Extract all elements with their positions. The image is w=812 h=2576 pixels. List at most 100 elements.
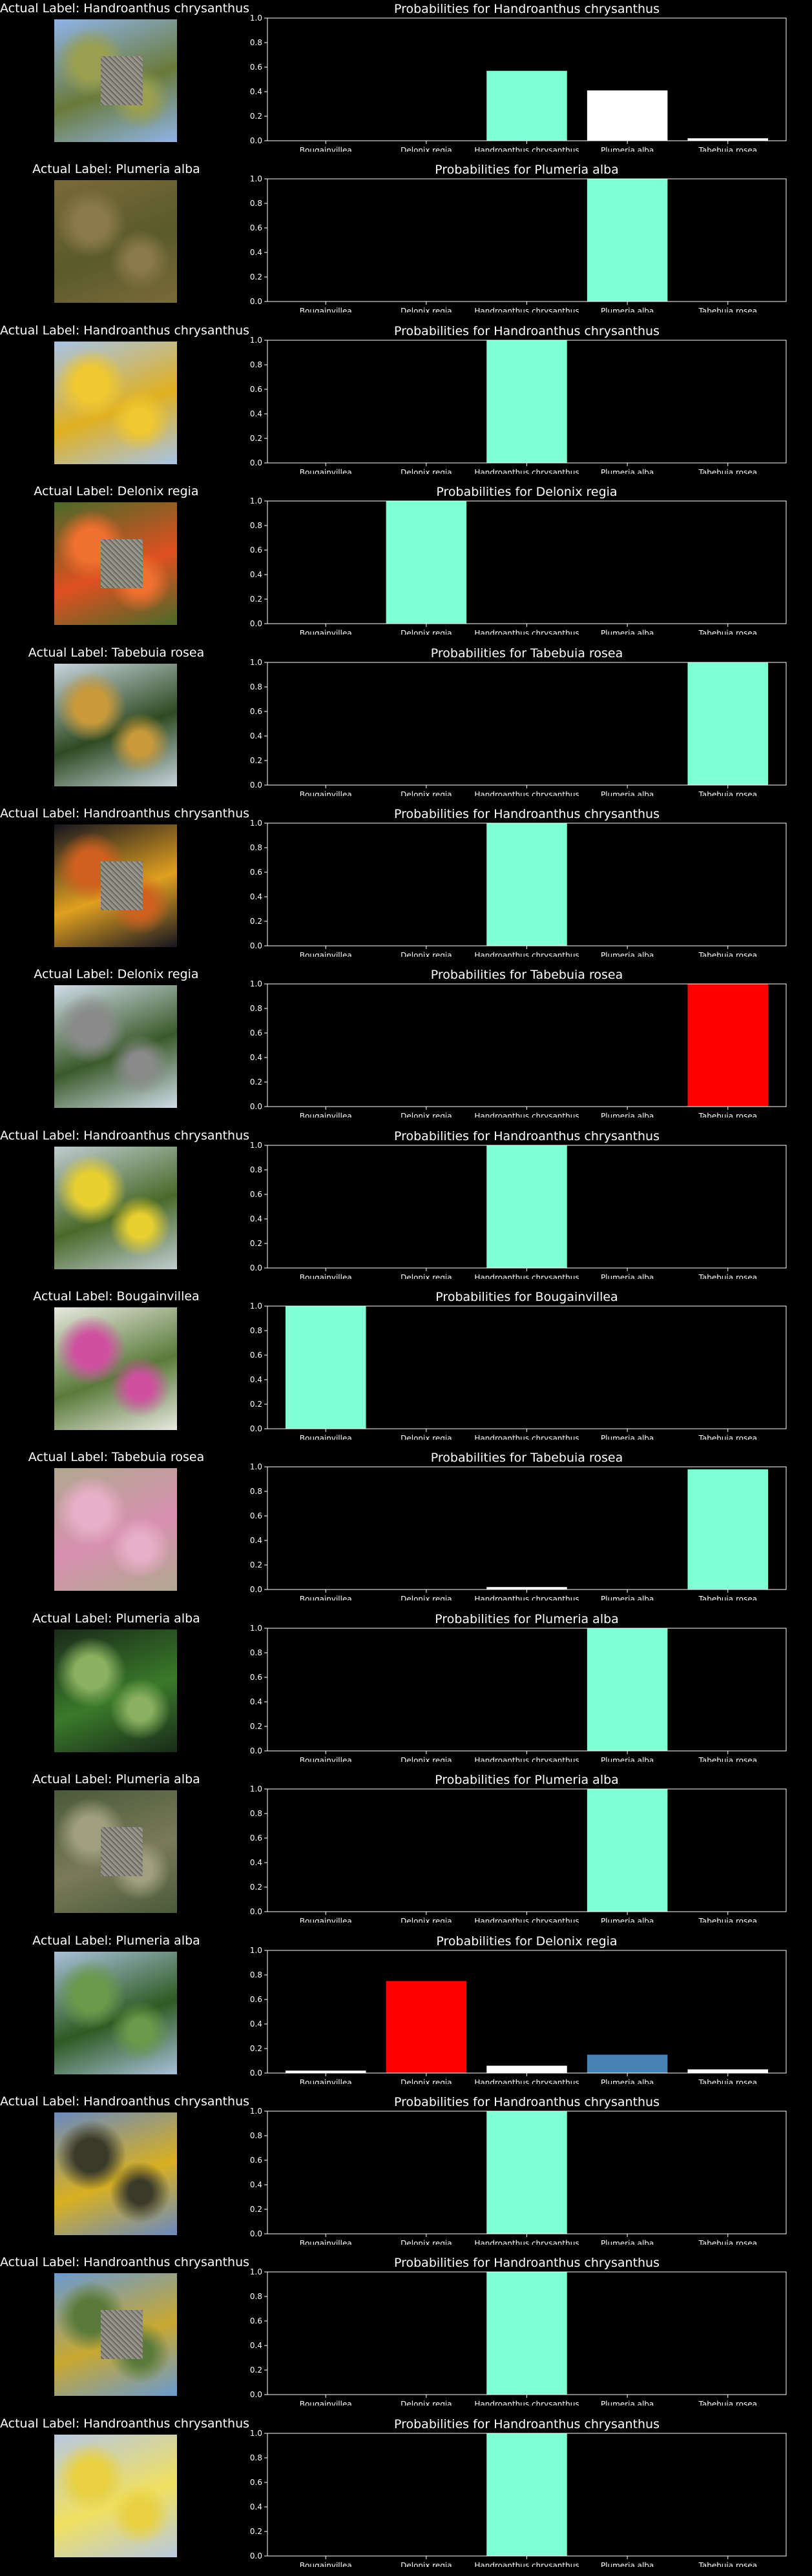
- axes-frame: [267, 1950, 787, 2074]
- x-tick-label: Bougainvillea: [300, 1917, 352, 1923]
- bar: [687, 984, 768, 1107]
- x-tick-label: Plumeria alba: [601, 468, 654, 474]
- y-tick-label: 0.6: [250, 707, 262, 716]
- y-tick-label: 0.8: [250, 843, 262, 852]
- x-tick-label: Tabebuia rosea: [698, 146, 757, 152]
- probability-chart: Probabilities for Delonix regia 0.0 0.2 0.4…: [250, 485, 787, 635]
- x-tick-label: Delonix regia: [401, 468, 452, 474]
- y-tick-label: 0.0: [250, 2551, 262, 2561]
- x-tick-label: Plumeria alba: [601, 2561, 654, 2567]
- y-tick-label: 0.6: [250, 1028, 262, 1038]
- probability-chart: Probabilities for Delonix regia 0.0 0.2 0.4…: [250, 1934, 787, 2084]
- image-title: Actual Label: Handroanthus chrysanthus: [0, 2417, 250, 2431]
- y-tick-label: 0.4: [250, 1858, 262, 1867]
- x-tick-label: Handroanthus chrysanthus: [474, 2078, 579, 2084]
- x-tick-label: Tabebuia rosea: [698, 790, 757, 796]
- axes-frame: [267, 178, 787, 302]
- axes-frame: [267, 823, 787, 946]
- x-tick-label: Plumeria alba: [601, 1595, 654, 1600]
- bar: [386, 501, 467, 624]
- x-tick-label: Delonix regia: [401, 2561, 452, 2567]
- y-tick-label: 0.6: [250, 1834, 262, 1843]
- bar: [486, 70, 567, 141]
- y-tick-label: 0.0: [250, 2390, 262, 2399]
- probability-chart: Probabilities for Tabebuia rosea 0.0 0.2 0.…: [250, 1451, 787, 1600]
- chart-title: Probabilities for Handroanthus chrysanth…: [394, 1129, 660, 1143]
- x-tick-label: Tabebuia rosea: [698, 1756, 757, 1762]
- y-tick-label: 0.8: [250, 521, 262, 530]
- y-tick-label: 0.4: [250, 1536, 262, 1545]
- y-tick-label: 1.0: [250, 1302, 262, 1311]
- chart-title: Probabilities for Bougainvillea: [435, 1290, 618, 1304]
- y-tick-label: 0.0: [250, 2229, 262, 2238]
- y-tick-label: 0.6: [250, 1190, 262, 1199]
- axes-frame: [267, 500, 787, 624]
- x-tick-label: Plumeria alba: [601, 1434, 654, 1440]
- y-tick-label: 1.0: [250, 1946, 262, 1955]
- x-tick-label: Bougainvillea: [300, 2078, 352, 2084]
- x-tick-label: Bougainvillea: [300, 1595, 352, 1600]
- x-tick-label: Delonix regia: [401, 2078, 452, 2084]
- y-tick-label: 1.0: [250, 14, 262, 23]
- y-tick-label: 0.8: [250, 1970, 262, 1979]
- x-tick-label: Bougainvillea: [300, 468, 352, 474]
- y-tick-label: 0.8: [250, 1326, 262, 1335]
- result-row: Actual Label: Plumeria alba Probabilities…: [0, 1771, 812, 1932]
- y-tick-label: 0.4: [250, 2019, 262, 2029]
- x-tick-label: Handroanthus chrysanthus: [474, 1756, 579, 1762]
- image-title: Actual Label: Handroanthus chrysanthus: [0, 2255, 250, 2269]
- y-tick-label: 0.2: [250, 756, 262, 765]
- x-tick-label: Delonix regia: [401, 146, 452, 152]
- axes-frame: [267, 983, 787, 1107]
- y-tick-label: 0.8: [250, 1648, 262, 1657]
- x-tick-label: Plumeria alba: [601, 1756, 654, 1762]
- sample-photo: [54, 502, 177, 625]
- probability-chart: Probabilities for Handroanthus chrysanth…: [250, 324, 787, 474]
- x-tick-label: Handroanthus chrysanthus: [474, 1595, 579, 1600]
- x-tick-label: Handroanthus chrysanthus: [474, 2239, 579, 2245]
- y-tick-label: 0.4: [250, 2180, 262, 2189]
- y-tick-label: 1.0: [250, 1462, 262, 1471]
- image-title: Actual Label: Handroanthus chrysanthus: [0, 806, 250, 821]
- result-row: Actual Label: Delonix regia Probabilities…: [0, 483, 812, 644]
- x-tick-label: Handroanthus chrysanthus: [474, 307, 579, 312]
- y-tick-label: 0.2: [250, 1400, 262, 1409]
- bar: [687, 662, 768, 785]
- x-tick-label: Bougainvillea: [300, 1434, 352, 1440]
- y-tick-label: 1.0: [250, 336, 262, 345]
- sample-photo: [54, 664, 177, 786]
- x-tick-label: Plumeria alba: [601, 629, 654, 635]
- probability-chart: Probabilities for Handroanthus chrysanth…: [250, 2256, 787, 2406]
- result-row: Actual Label: Handroanthus chrysanthus Pr…: [0, 322, 812, 483]
- y-tick-label: 0.2: [250, 2205, 262, 2214]
- probability-chart: Probabilities for Handroanthus chrysanth…: [250, 2, 787, 152]
- chart-title: Probabilities for Tabebuia rosea: [431, 646, 623, 660]
- y-tick-label: 0.0: [250, 458, 262, 467]
- result-row: Actual Label: Tabebuia rosea Probabilitie…: [0, 1449, 812, 1610]
- y-tick-label: 0.2: [250, 595, 262, 604]
- bar: [386, 1981, 467, 2073]
- y-tick-label: 0.2: [250, 2366, 262, 2375]
- chart-title: Probabilities for Delonix regia: [436, 1934, 617, 1948]
- result-row: Actual Label: Tabebuia rosea Probabilitie…: [0, 644, 812, 805]
- axes-frame: [267, 662, 787, 786]
- sample-photo: [54, 2435, 177, 2557]
- result-row: Actual Label: Handroanthus chrysanthus Pr…: [0, 1127, 812, 1288]
- result-row: Actual Label: Handroanthus chrysanthus Pr…: [0, 0, 812, 161]
- x-tick-label: Delonix regia: [401, 2239, 452, 2245]
- x-tick-label: Delonix regia: [401, 1595, 452, 1600]
- bar: [486, 823, 567, 946]
- x-tick-label: Delonix regia: [401, 307, 452, 312]
- y-tick-label: 0.8: [250, 199, 262, 208]
- y-tick-label: 1.0: [250, 1784, 262, 1794]
- y-tick-label: 0.8: [250, 682, 262, 691]
- y-tick-label: 1.0: [250, 2107, 262, 2116]
- x-tick-label: Delonix regia: [401, 1917, 452, 1923]
- bar: [687, 2069, 768, 2073]
- sample-photo: [54, 1630, 177, 1752]
- x-tick-label: Bougainvillea: [300, 307, 352, 312]
- bar: [286, 1306, 366, 1429]
- x-tick-label: Handroanthus chrysanthus: [474, 1273, 579, 1279]
- y-tick-label: 1.0: [250, 819, 262, 828]
- x-tick-label: Plumeria alba: [601, 1112, 654, 1118]
